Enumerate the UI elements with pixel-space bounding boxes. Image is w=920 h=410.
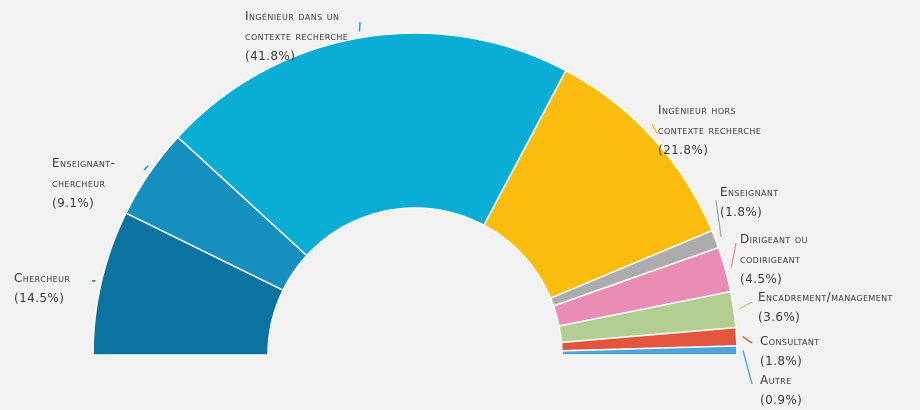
slice-label-value: (41.8%) [245, 46, 375, 66]
slice-label-text: Encadrement/management [758, 290, 893, 304]
slice-label-enseignant-chercheur: Enseignant-chercheur (9.1%) [52, 153, 144, 213]
slice-label-value: (9.1%) [52, 193, 144, 213]
slice-label-text: Enseignant [720, 185, 779, 199]
slice-label-value: (1.8%) [760, 351, 870, 371]
slice-label-text: Ingénieur hors contexte recherche [658, 103, 761, 137]
slice-label-chercheur: Chercheur (14.5%) [14, 268, 134, 308]
slice-label-text: Dirigeant ou codirigeant [740, 232, 808, 266]
leader-line-6 [740, 302, 752, 309]
slice-label-value: (21.8%) [658, 140, 768, 160]
slice-label-enseignant: Enseignant (1.8%) [720, 182, 820, 222]
slice-label-value: (4.5%) [740, 269, 830, 289]
leader-line-5 [731, 243, 736, 268]
slice-label-text: Autre [760, 373, 792, 387]
slice-label-ingenieur-recherche: Ingénieur dans un contexte recherche (41… [245, 6, 375, 66]
slice-label-text: Ingénieur dans un contexte recherche [245, 9, 348, 43]
slice-label-encadrement: Encadrement/management (3.6%) [758, 287, 918, 327]
slice-label-text: Chercheur [14, 271, 70, 285]
slice-label-value: (3.6%) [758, 307, 918, 327]
slice-label-value: (1.8%) [720, 202, 820, 222]
slice-label-value: (14.5%) [14, 288, 134, 308]
leader-line-3 [652, 124, 657, 134]
slices-group [93, 33, 737, 355]
slice-label-text: Enseignant-chercheur [52, 156, 115, 190]
slice-label-autre: Autre (0.9%) [760, 370, 840, 410]
leader-line-7 [742, 336, 752, 343]
leader-line-1 [144, 166, 148, 170]
leader-line-8 [743, 350, 752, 384]
slice-label-consultant: Consultant (1.8%) [760, 331, 870, 371]
slice-label-text: Consultant [760, 334, 820, 348]
slice-label-ingenieur-hors-recherche: Ingénieur hors contexte recherche (21.8%… [658, 100, 768, 160]
slice-label-dirigeant: Dirigeant ou codirigeant (4.5%) [740, 229, 830, 289]
slice-label-value: (0.9%) [760, 390, 840, 410]
